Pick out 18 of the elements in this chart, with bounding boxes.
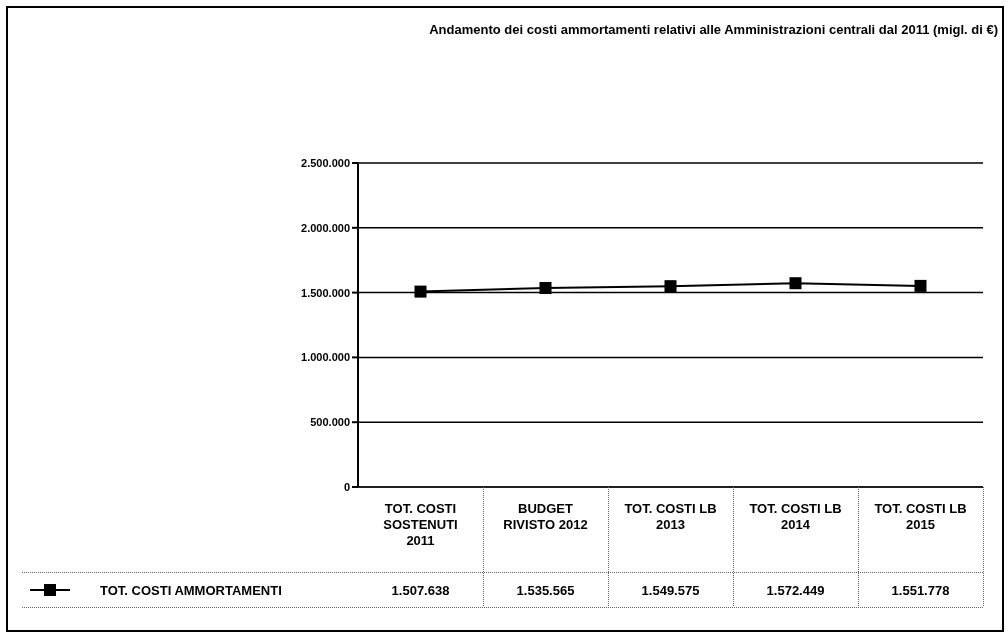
chart-title: Andamento dei costi ammortamenti relativi alle Amministrazioni centrali dal 2011 (migl. di €)	[428, 22, 998, 37]
y-tick-label: 2.000.000	[301, 221, 350, 234]
y-tick-label: 1.000.000	[301, 351, 350, 364]
data-label: 1.551.778	[890, 582, 951, 598]
data-label: 1.507.638	[390, 582, 451, 598]
data-label: 1.549.575	[640, 582, 701, 598]
x-tick-label: TOT. COSTI SOSTENUTI 2011	[383, 501, 458, 548]
x-tick-label: TOT. COSTI LB 2013	[624, 501, 717, 532]
x-tick-label: TOT. COSTI LB 2015	[874, 501, 967, 532]
x-tick-label: BUDGET RIVISTO 2012	[503, 501, 588, 532]
y-tick-label: 0	[343, 480, 350, 493]
data-label: 1.572.449	[765, 582, 826, 598]
y-tick-label: 500.000	[310, 416, 350, 429]
legend-label: TOT. COSTI AMMORTAMENTI	[100, 582, 282, 598]
y-tick-label: 1.500.000	[301, 286, 350, 299]
y-tick-label: 2.500.000	[301, 156, 350, 169]
x-tick-label: TOT. COSTI LB 2014	[749, 501, 842, 532]
data-label: 1.535.565	[515, 582, 576, 598]
